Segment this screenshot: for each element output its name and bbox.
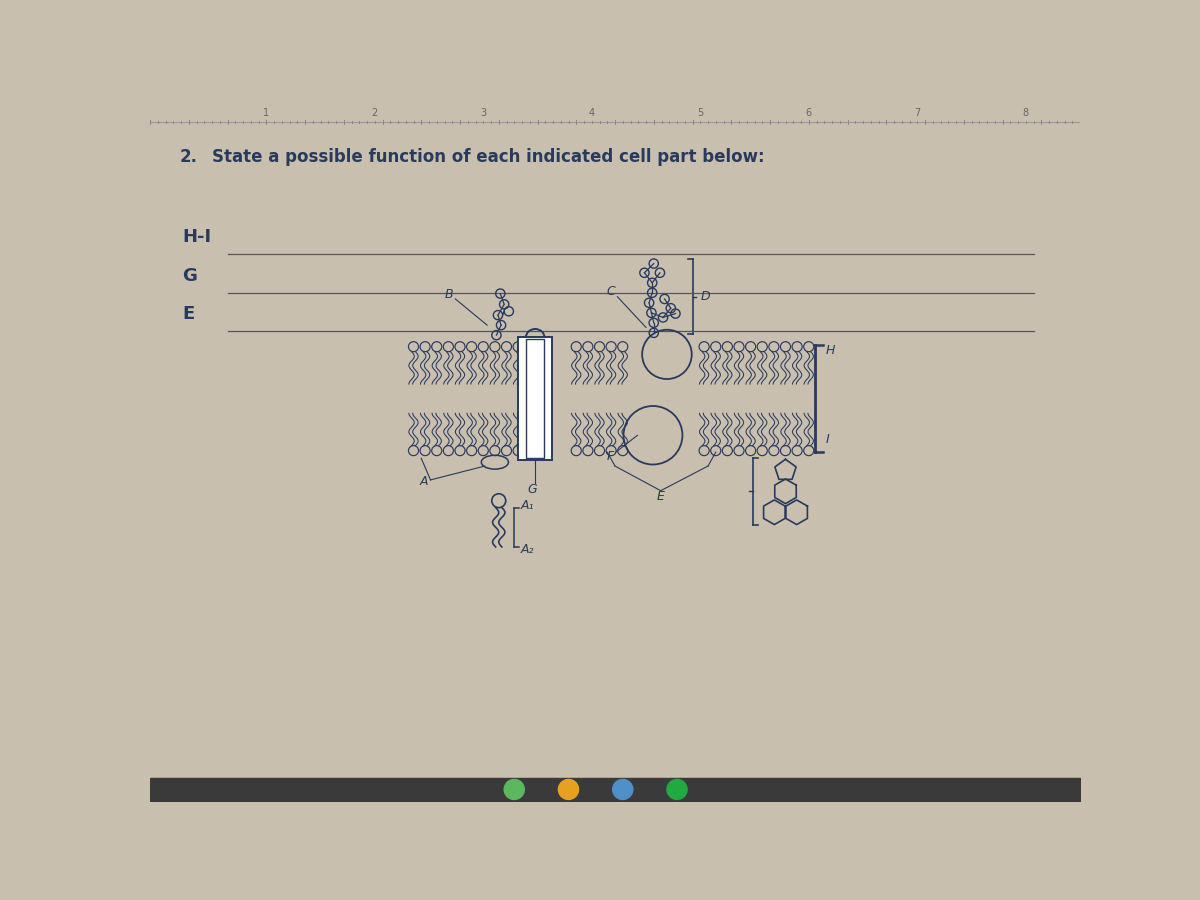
Text: 8: 8 — [1022, 108, 1028, 118]
Text: C: C — [607, 284, 616, 298]
Text: I: I — [826, 433, 829, 446]
Text: A₁: A₁ — [521, 499, 534, 512]
Text: State a possible function of each indicated cell part below:: State a possible function of each indica… — [212, 148, 764, 166]
Text: H: H — [826, 344, 835, 357]
Text: E: E — [656, 491, 665, 503]
Text: 2: 2 — [372, 108, 378, 118]
Circle shape — [504, 779, 524, 799]
Bar — [526, 339, 545, 458]
Text: 4: 4 — [589, 108, 595, 118]
Bar — [518, 338, 552, 460]
Text: 7: 7 — [914, 108, 920, 118]
Text: 6: 6 — [805, 108, 812, 118]
Circle shape — [613, 779, 632, 799]
Text: F: F — [607, 450, 614, 464]
Text: D: D — [701, 290, 710, 303]
Text: B: B — [445, 288, 454, 301]
Text: E: E — [182, 305, 194, 323]
Circle shape — [558, 779, 578, 799]
Text: 1: 1 — [263, 108, 269, 118]
Text: 2.: 2. — [180, 148, 198, 166]
Text: 3: 3 — [480, 108, 486, 118]
Circle shape — [667, 779, 688, 799]
Text: G: G — [182, 267, 198, 285]
Text: G: G — [527, 482, 536, 496]
Text: H-I: H-I — [182, 229, 211, 247]
Text: 5: 5 — [697, 108, 703, 118]
Text: A₂: A₂ — [521, 544, 534, 556]
Text: A: A — [420, 475, 428, 488]
